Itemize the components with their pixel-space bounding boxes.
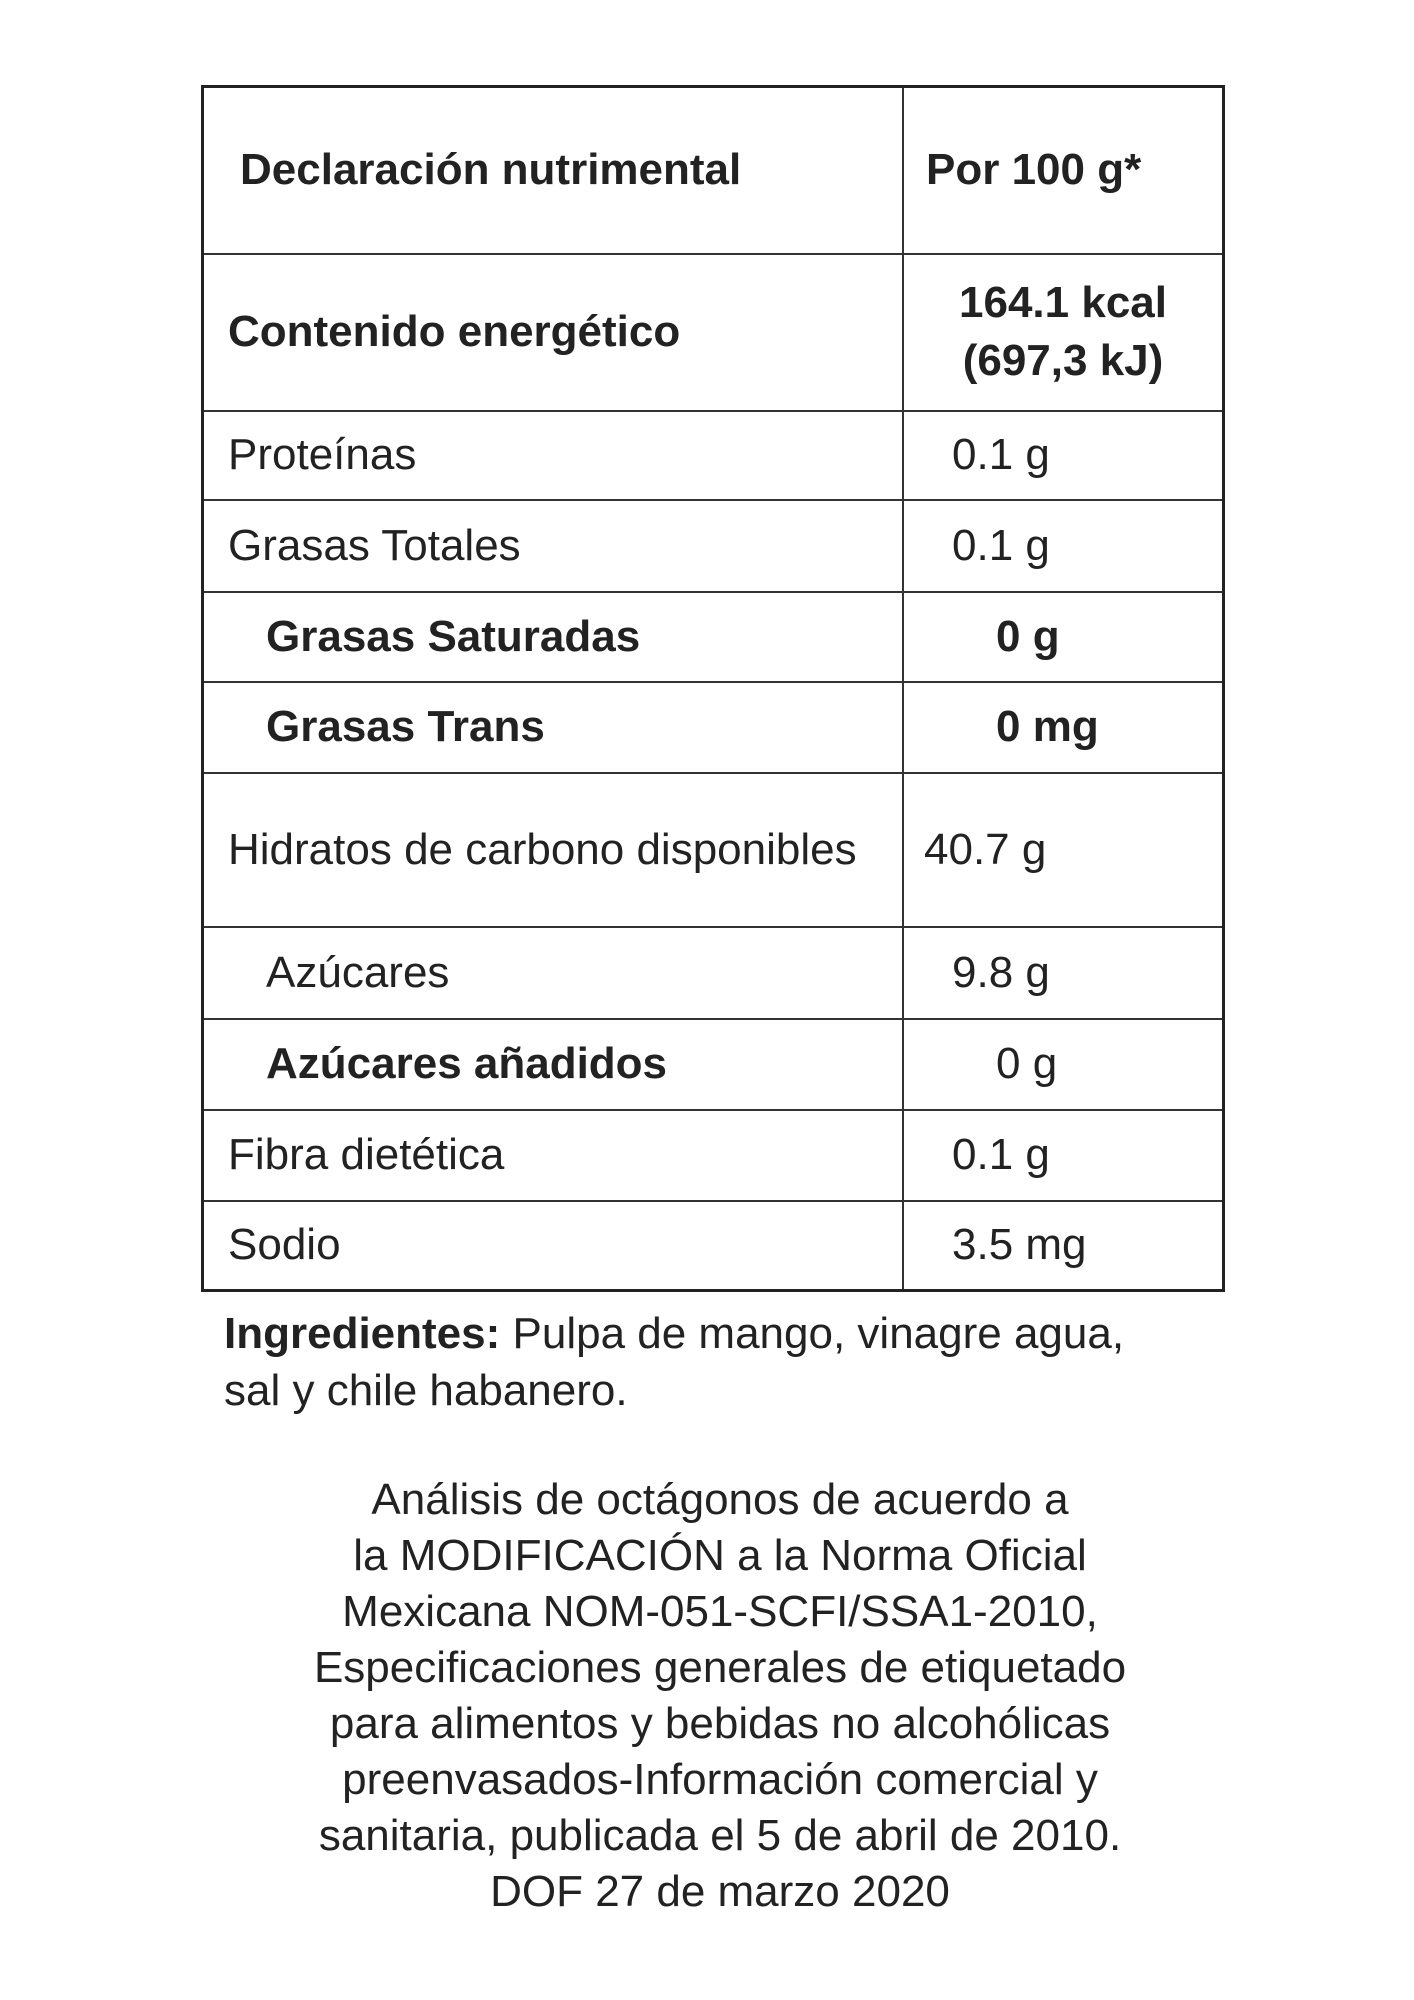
table-row: Grasas Totales 0.1 g xyxy=(201,498,1225,593)
header-value: Por 100 g* xyxy=(902,85,1225,255)
norm-line: Mexicana NOM-051-SCFI/SSA1-2010, xyxy=(342,1587,1098,1636)
table-row: Grasas Trans 0 mg xyxy=(201,680,1225,774)
energy-kj: (697,3 kJ) xyxy=(962,336,1164,385)
norm-line: la MODIFICACIÓN a la Norma Oficial xyxy=(353,1531,1087,1580)
ingredients: Ingredientes: Pulpa de mango, vinagre ag… xyxy=(224,1305,1184,1419)
norm-line: preenvasados-Información comercial y xyxy=(342,1755,1098,1804)
header-label: Declaración nutrimental xyxy=(201,85,904,255)
nutrient-value: 3.5 mg xyxy=(902,1199,1225,1292)
table-row: Grasas Saturadas 0 g xyxy=(201,590,1225,683)
norm-statement: Análisis de octágonos de acuerdo a la MOD… xyxy=(200,1472,1240,1920)
nutrient-value: 0.1 g xyxy=(902,498,1225,593)
nutrient-label: Grasas Trans xyxy=(201,680,904,774)
nutrient-value: 0 mg xyxy=(902,680,1225,774)
nutrient-label: Grasas Saturadas xyxy=(201,590,904,683)
norm-line: DOF 27 de marzo 2020 xyxy=(490,1867,950,1916)
nutrient-value: 0.1 g xyxy=(902,409,1225,501)
table-header-row: Declaración nutrimental Por 100 g* xyxy=(201,85,1225,255)
nutrient-value: 40.7 g xyxy=(902,771,1225,928)
norm-line: sanitaria, publicada el 5 de abril de 20… xyxy=(318,1811,1122,1860)
ingredients-text: Pulpa de mango, vinagre agua, sal y chil… xyxy=(224,1309,1125,1415)
nutrient-value: 9.8 g xyxy=(902,925,1225,1020)
norm-line: Análisis de octágonos de acuerdo a xyxy=(371,1475,1069,1524)
nutrient-label: Sodio xyxy=(201,1199,904,1292)
energy-value: 164.1 kcal (697,3 kJ) xyxy=(902,252,1225,412)
norm-line: para alimentos y bebidas no alcohólicas xyxy=(329,1699,1111,1748)
norm-line: Especificaciones generales de etiquetado xyxy=(313,1643,1127,1692)
energy-label: Contenido energético xyxy=(201,252,904,412)
nutrient-label: Proteínas xyxy=(201,409,904,501)
nutrient-value: 0 g xyxy=(902,1017,1225,1111)
table-row: Proteínas 0.1 g xyxy=(201,409,1225,501)
table-row: Sodio 3.5 mg xyxy=(201,1199,1225,1292)
ingredients-label: Ingredientes: xyxy=(224,1309,501,1358)
nutrient-label: Azúcares xyxy=(201,925,904,1020)
table-row: Hidratos de carbono disponibles 40.7 g xyxy=(201,771,1225,928)
nutrient-label: Grasas Totales xyxy=(201,498,904,593)
nutrient-label: Hidratos de carbono disponibles xyxy=(201,771,904,928)
table-row: Fibra dietética 0.1 g xyxy=(201,1108,1225,1202)
nutrition-table: Declaración nutrimental Por 100 g* Conte… xyxy=(201,85,1225,1292)
energy-row: Contenido energético 164.1 kcal (697,3 k… xyxy=(201,252,1225,412)
table-row: Azúcares añadidos 0 g xyxy=(201,1017,1225,1111)
nutrient-value: 0.1 g xyxy=(902,1108,1225,1202)
nutrient-label: Azúcares añadidos xyxy=(201,1017,904,1111)
nutrient-label: Fibra dietética xyxy=(201,1108,904,1202)
table-row: Azúcares 9.8 g xyxy=(201,925,1225,1020)
energy-kcal: 164.1 kcal xyxy=(959,278,1167,327)
nutrient-value: 0 g xyxy=(902,590,1225,683)
